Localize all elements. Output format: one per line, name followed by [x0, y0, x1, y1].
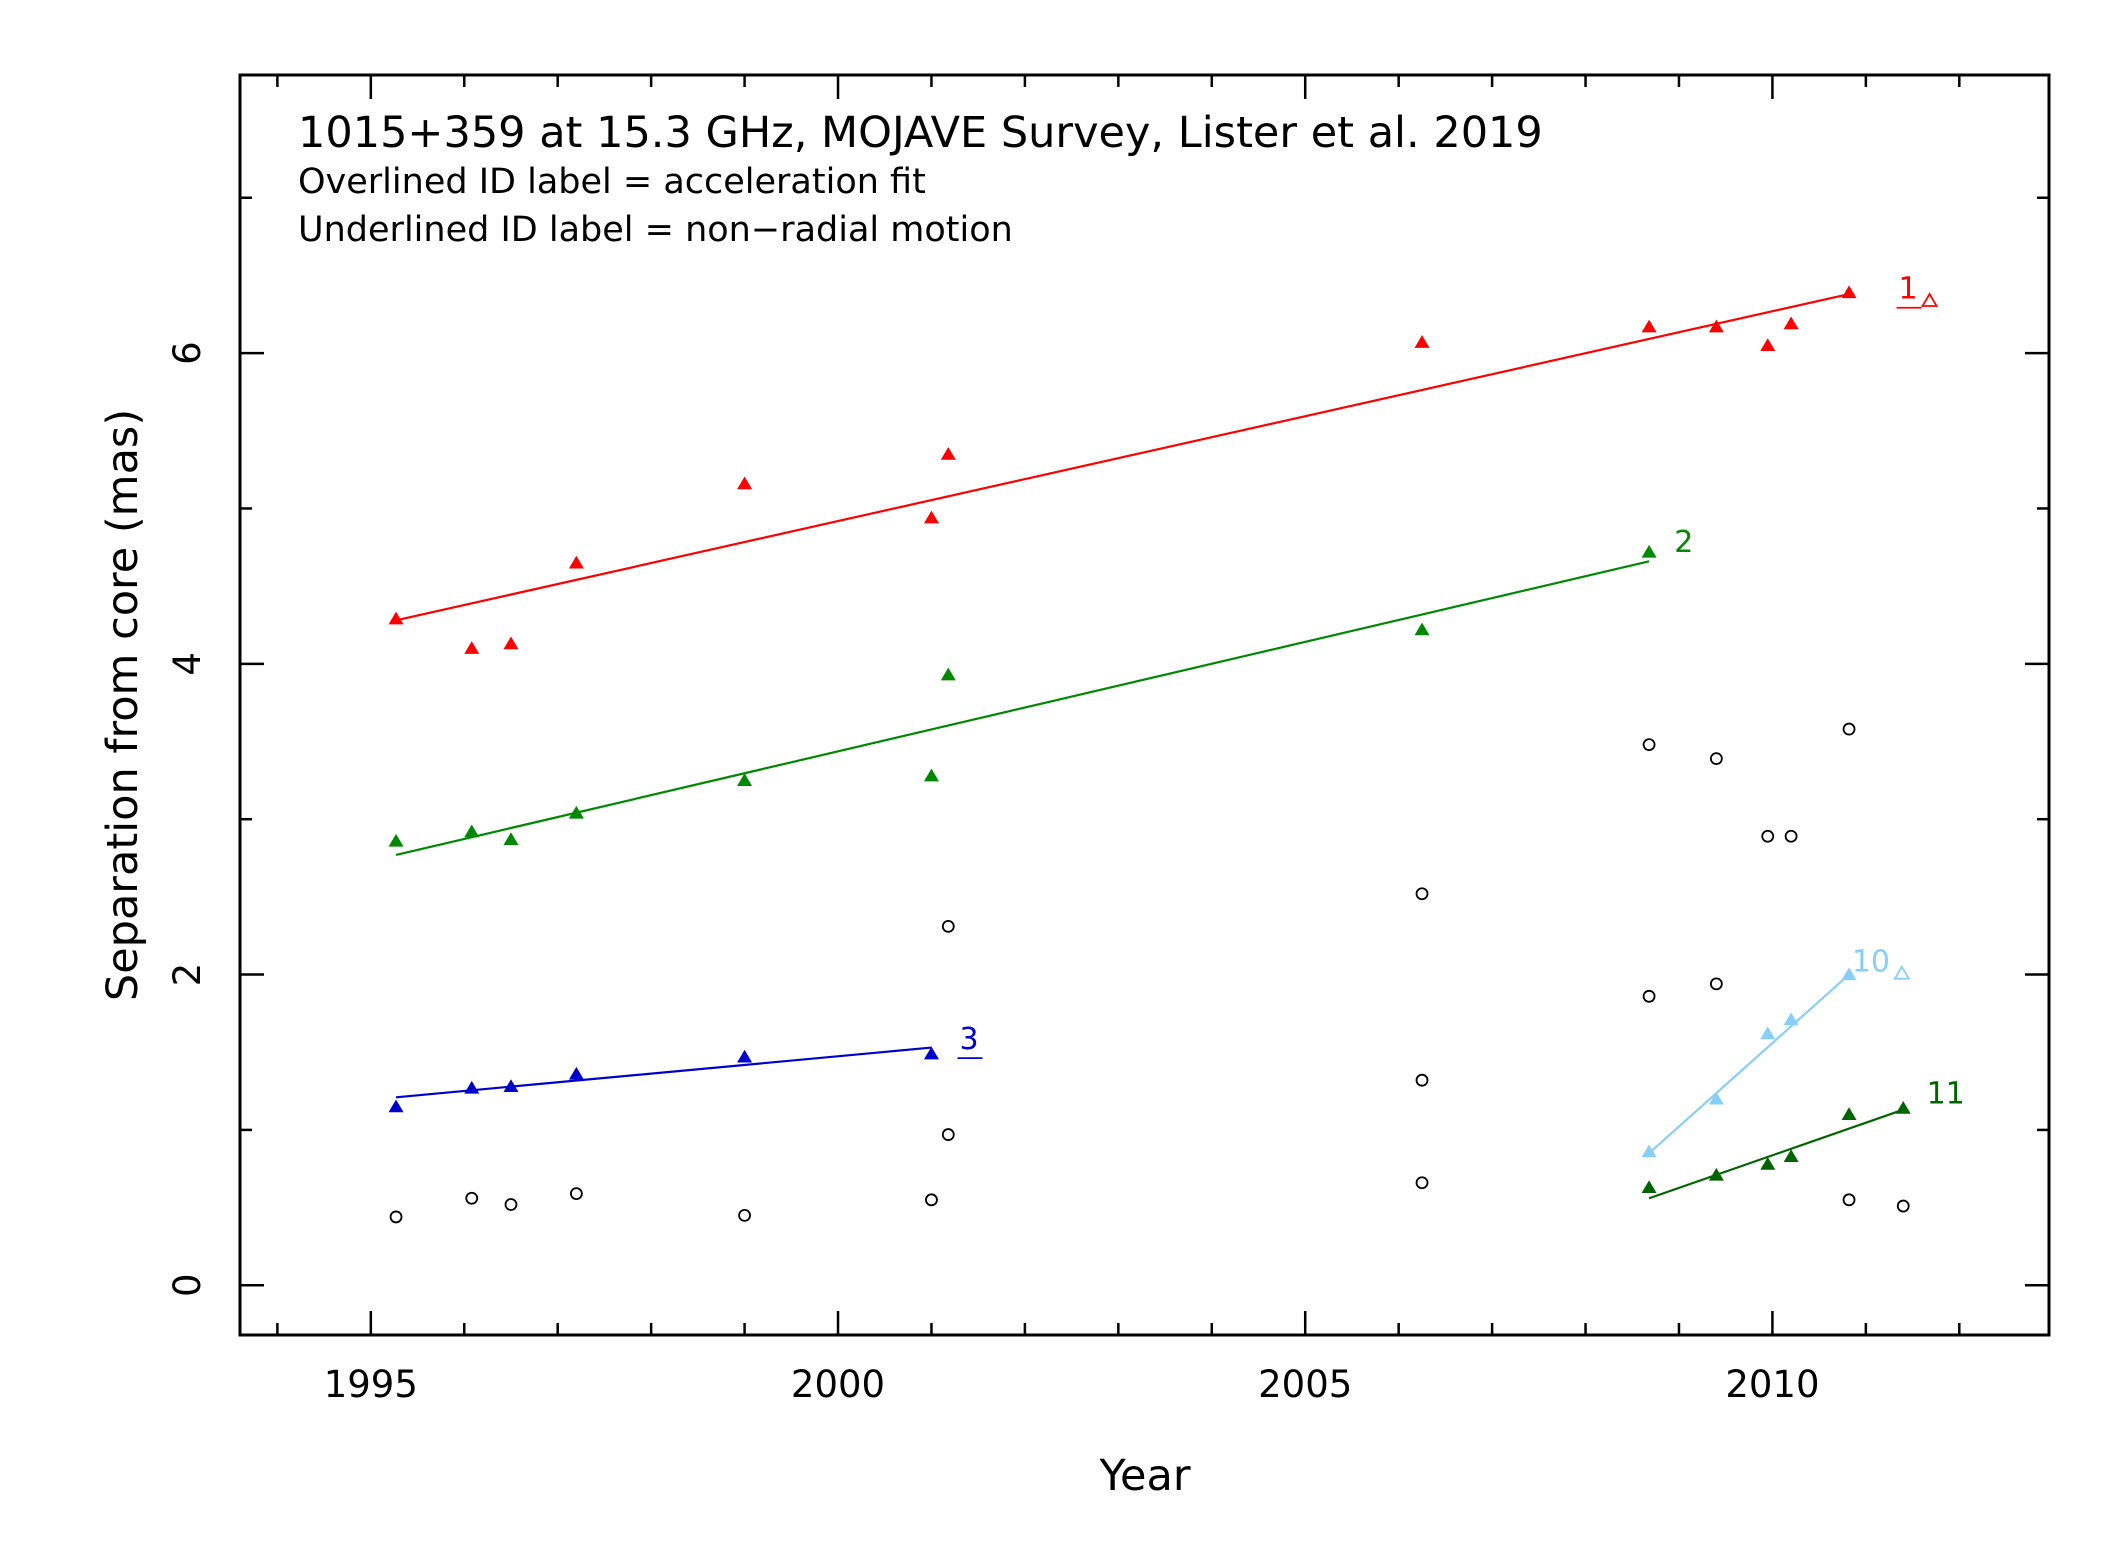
- open-circle-point: [1842, 1193, 1856, 1207]
- chart-title: 1015+359 at 15.3 GHz, MOJAVE Survey, Lis…: [298, 108, 1543, 158]
- triangle-point-2: [1641, 544, 1657, 558]
- triangle-point-1: [1708, 319, 1724, 333]
- open-circle-point: [941, 1128, 955, 1141]
- triangle-point-3: [388, 1099, 404, 1113]
- open-circle-point: [389, 1210, 403, 1224]
- y-tick-label: 0: [166, 1274, 209, 1298]
- triangle-point-1: [568, 555, 584, 569]
- x-tick-label: 2000: [791, 1363, 885, 1406]
- triangle-point-1: [388, 611, 404, 625]
- triangle-point-1: [464, 641, 480, 654]
- triangle-point-1: [1841, 285, 1857, 299]
- open-circle-point: [504, 1198, 518, 1211]
- open-circle-point: [1415, 887, 1429, 901]
- fit-lines: [395, 292, 1904, 1200]
- series-label-marker-1: [1920, 292, 1939, 307]
- y-tick-label: 4: [166, 652, 209, 676]
- x-tick-label: 2010: [1725, 1363, 1819, 1406]
- triangle-point-10: [1708, 1091, 1724, 1105]
- triangle-point-2: [464, 824, 480, 838]
- triangle-point-11: [1708, 1167, 1724, 1181]
- open-circle-point: [1642, 989, 1656, 1003]
- triangle-point-3: [923, 1046, 939, 1060]
- fit-line-1: [395, 292, 1850, 622]
- triangle-point-11: [1783, 1149, 1799, 1162]
- fit-line-2: [395, 560, 1650, 856]
- x-tick-label: 2005: [1258, 1363, 1352, 1406]
- triangle-point-3: [503, 1079, 519, 1093]
- open-circle-point: [1709, 752, 1723, 766]
- triangle-point-2: [503, 832, 519, 846]
- triangle-point-10: [1760, 1026, 1776, 1040]
- open-circle-point: [465, 1191, 479, 1205]
- triangle-point-11: [1895, 1101, 1911, 1114]
- triangle-point-2: [1414, 622, 1430, 636]
- open-circle-point: [1896, 1199, 1910, 1213]
- x-axis-label: Year: [1098, 1451, 1190, 1501]
- open-circle-point: [1415, 1073, 1429, 1087]
- y-tick-label: 2: [166, 963, 209, 987]
- open-circle-point: [941, 919, 955, 933]
- triangle-point-2: [568, 805, 584, 819]
- chart-subtitle-2: Underlined ID label = non−radial motion: [298, 210, 1013, 250]
- open-circle-point: [1642, 738, 1656, 752]
- series-label-10: 10: [1852, 944, 1890, 979]
- triangle-point-3: [737, 1049, 753, 1063]
- series-id-labels: 1 2 3 10 11: [957, 272, 1965, 1112]
- x-tick-label: 1995: [324, 1363, 418, 1406]
- open-circle-point: [1842, 722, 1856, 736]
- open-circle-point: [569, 1187, 583, 1201]
- open-circle-point: [1761, 829, 1775, 843]
- triangle-point-2: [388, 833, 404, 847]
- triangle-point-1: [923, 510, 939, 524]
- series-label-1: 1: [1899, 272, 1918, 307]
- triangle-point-1: [940, 446, 956, 460]
- triangle-point-3: [464, 1080, 480, 1094]
- fit-line-3: [395, 1046, 932, 1099]
- triangle-point-1: [1760, 338, 1776, 351]
- plot-frame: [238, 73, 2051, 1337]
- open-circle-point: [1415, 1176, 1429, 1190]
- triangle-point-1: [503, 636, 519, 650]
- triangle-point-11: [1641, 1180, 1657, 1194]
- triangle-point-10: [1641, 1144, 1657, 1158]
- fit-line-11: [1648, 1108, 1904, 1200]
- triangle-point-1: [1783, 316, 1799, 330]
- triangle-point-3: [568, 1066, 584, 1080]
- series-label-2: 2: [1674, 525, 1693, 560]
- chart-subtitle-1: Overlined ID label = acceleration fit: [298, 162, 926, 202]
- series-label-marker-10: [1893, 965, 1911, 980]
- triangle-point-11: [1760, 1156, 1776, 1170]
- open-circle-point: [925, 1193, 938, 1207]
- series-label-3: 3: [959, 1022, 978, 1057]
- data-points: [388, 285, 1911, 1224]
- triangle-point-11: [1841, 1107, 1857, 1121]
- y-tick-label: 6: [166, 341, 209, 365]
- series-label-11: 11: [1927, 1077, 1965, 1112]
- axis-ticks: [240, 75, 2049, 1335]
- fit-line-10: [1648, 973, 1850, 1155]
- triangle-point-1: [737, 476, 753, 490]
- triangle-point-10: [1841, 967, 1857, 981]
- y-axis-label: Separation from core (mas): [98, 409, 148, 1001]
- triangle-point-2: [737, 773, 753, 786]
- open-circle-point: [1709, 977, 1723, 991]
- open-circle-point: [1784, 829, 1798, 843]
- open-circle-point: [738, 1208, 751, 1222]
- triangle-point-1: [1641, 319, 1657, 333]
- triangle-point-10: [1783, 1012, 1799, 1026]
- triangle-point-2: [923, 768, 939, 782]
- triangle-point-1: [1414, 335, 1430, 348]
- triangle-point-2: [940, 667, 956, 681]
- axis-tick-labels: 1995 2000 2005 2010 0 2 4 6: [166, 341, 1820, 1406]
